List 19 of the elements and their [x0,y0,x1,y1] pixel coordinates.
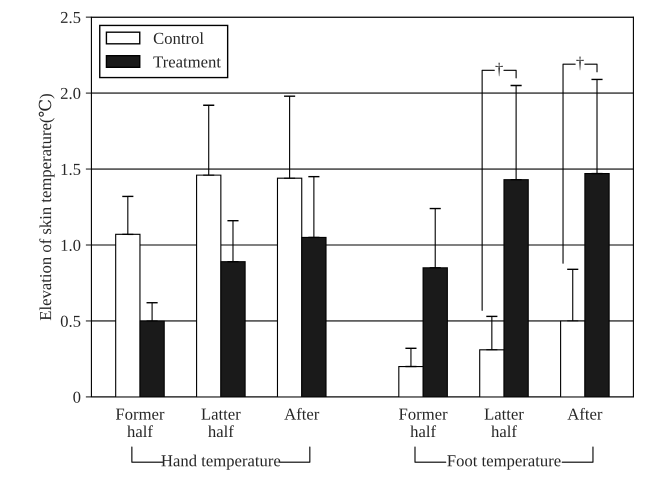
y-tick-label: 2.5 [60,12,80,24]
x-tick-label: Former half [116,408,164,438]
annotation: † [576,56,584,70]
y-tick-label: 1.5 [62,164,80,176]
y-tick-label: 0.5 [60,316,80,327]
x-tick-label: Latter half [201,408,241,438]
x-tick-label: After [284,408,320,420]
y-axis-title: Elevation of skin temperature(℃) [38,94,55,320]
text: Foot temperature [447,455,561,470]
annotation: † [495,62,503,76]
y-tick-label: 2.0 [60,88,80,100]
x-tick-label: Latter half [484,408,524,438]
y-tick-label: 1.0 [62,240,80,252]
y-tick-label: 0 [73,392,80,403]
legend-label: Control [154,32,204,44]
text: Hand temperature [161,454,280,470]
legend-label: Treatment [153,56,221,68]
x-tick-label: After [567,408,602,420]
x-tick-label: Former half [399,408,448,438]
